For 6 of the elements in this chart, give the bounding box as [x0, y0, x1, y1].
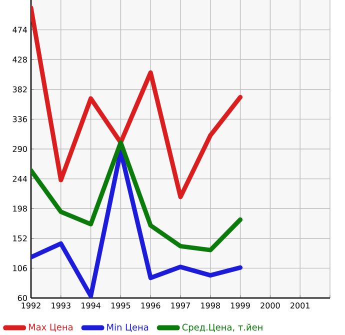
line-series	[31, 148, 243, 298]
legend-label: Min Цена	[107, 324, 148, 332]
line-series	[31, 6, 243, 200]
legend-label: Сред.Цена, т.йен	[182, 324, 262, 332]
legend-label: Max Цена	[28, 324, 72, 332]
line-series	[31, 140, 243, 252]
